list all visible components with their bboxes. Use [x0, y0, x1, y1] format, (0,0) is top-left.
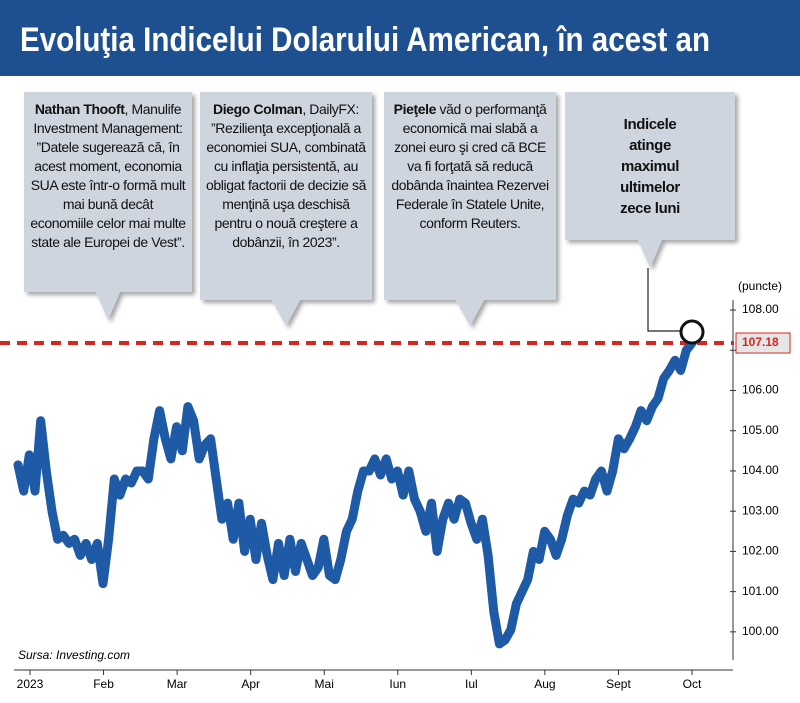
- title-bar: [0, 0, 800, 76]
- y-tick-label: 105.00: [742, 423, 779, 437]
- callout-text: , Manulife Investment Management: ”Datel…: [30, 101, 186, 250]
- source: Sursa: Investing.com: [18, 648, 130, 662]
- plot: (puncte) 100.00 101.00 102.00 103.00 104.00 10…: [0, 279, 791, 691]
- x-tick-label: 2023: [17, 677, 44, 691]
- y-tick-label: 102.00: [742, 544, 779, 558]
- callout-bold: Indicele atinge maximul ultimelor zece l…: [620, 116, 680, 217]
- y-axis-label: (puncte): [738, 279, 782, 293]
- y-tick-label: 101.00: [742, 584, 779, 598]
- callout-bold: Pieţele: [393, 101, 437, 117]
- callout-box: [384, 92, 556, 326]
- x-tick-label: Apr: [241, 677, 260, 691]
- callout-box: [565, 92, 735, 268]
- x-tick-label: Mai: [315, 677, 334, 691]
- line-series: [13, 338, 697, 649]
- y-tick-label: 108.00: [742, 302, 779, 316]
- x-tick-label: Aug: [534, 677, 555, 691]
- callout-box: [24, 92, 192, 320]
- x-tick-label: Mar: [167, 677, 188, 691]
- highlight-label: 107.18: [742, 335, 779, 349]
- highlight-box: [735, 332, 791, 354]
- x-tick-label: Iun: [389, 677, 406, 691]
- callout: Pieţele văd o performanţă economică mai …: [384, 94, 556, 239]
- y-tick-label: 106.00: [742, 383, 779, 397]
- title: Evoluţia Indicelui Dolarului American, î…: [20, 21, 710, 59]
- callout-shapes: [24, 92, 735, 326]
- callout: Diego Colman, DailyFX: ”Rezilienţa excep…: [200, 94, 372, 258]
- y-tick-label: 100.00: [742, 624, 779, 638]
- callout-box: [200, 92, 372, 326]
- x-tick-label: Iul: [465, 677, 478, 691]
- callout-text: văd o performanţă economică mai slabă a …: [391, 101, 549, 231]
- y-tick-label: 103.00: [742, 503, 779, 517]
- connector: [647, 268, 680, 332]
- callout-bold: Nathan Thooft: [34, 101, 125, 117]
- x-tick-label: Sept: [606, 677, 631, 691]
- callout: Nathan Thooft, Manulife Investment Manag…: [24, 94, 192, 258]
- callout-text: , DailyFX: ”Rezilienţa excepţională a ec…: [206, 101, 366, 250]
- callout: Indicele atinge maximul ultimelor zece l…: [600, 108, 700, 225]
- x-tick-label: Feb: [93, 677, 114, 691]
- callout-bold: Diego Colman: [212, 101, 303, 117]
- y-tick-label: 104.00: [742, 463, 779, 477]
- x-tick-label: Oct: [683, 677, 702, 691]
- end-marker: [679, 319, 705, 345]
